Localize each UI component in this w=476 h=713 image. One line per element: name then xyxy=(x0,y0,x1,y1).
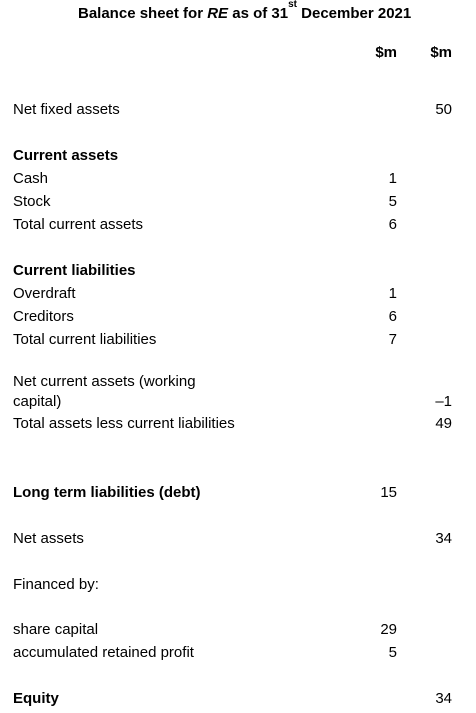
net-assets-value: 34 xyxy=(435,530,452,547)
title-superscript: st xyxy=(288,0,297,10)
stock-label: Stock xyxy=(13,193,51,210)
current-assets-heading: Current assets xyxy=(13,147,119,164)
creditors-value: 6 xyxy=(388,308,397,325)
total-assets-less-current-liabilities-label: Total assets less current liabilities xyxy=(13,415,235,432)
title-prefix: Balance sheet for xyxy=(78,5,208,22)
stock-value: 5 xyxy=(388,193,397,210)
document-title: Balance sheet for RE as of 31st December… xyxy=(78,0,412,23)
long-term-liabilities-value: 15 xyxy=(380,484,397,501)
share-capital-label: share capital xyxy=(13,621,99,638)
total-current-assets-label: Total current assets xyxy=(13,216,144,233)
overdraft-value: 1 xyxy=(388,285,397,302)
total-current-liabilities-label: Total current liabilities xyxy=(13,331,157,348)
cash-label: Cash xyxy=(13,170,49,187)
total-current-liabilities-value: 7 xyxy=(388,331,397,348)
creditors-label: Creditors xyxy=(13,308,74,325)
cash-value: 1 xyxy=(388,170,397,187)
total-current-assets-value: 6 xyxy=(388,216,397,233)
retained-profit-value: 5 xyxy=(388,644,397,661)
net-current-assets-label-line1: Net current assets (working xyxy=(13,373,196,390)
title-entity: RE xyxy=(207,5,229,22)
column-header-1: $m xyxy=(375,44,397,61)
net-assets-label: Net assets xyxy=(13,530,84,547)
column-header-2: $m xyxy=(430,44,452,61)
long-term-liabilities-label: Long term liabilities (debt) xyxy=(13,484,201,501)
net-current-assets-value: –1 xyxy=(435,393,452,410)
current-liabilities-heading: Current liabilities xyxy=(13,262,136,279)
share-capital-value: 29 xyxy=(380,621,397,638)
financed-by-label: Financed by: xyxy=(13,576,99,593)
equity-value: 34 xyxy=(435,690,452,707)
total-assets-less-current-liabilities-value: 49 xyxy=(435,415,452,432)
overdraft-label: Overdraft xyxy=(13,285,76,302)
equity-label: Equity xyxy=(13,690,59,707)
retained-profit-label: accumulated retained profit xyxy=(13,644,194,661)
net-fixed-assets-label: Net fixed assets xyxy=(13,101,120,118)
net-fixed-assets-value: 50 xyxy=(435,101,452,118)
title-middle: as of 31 xyxy=(228,5,289,22)
net-current-assets-label-line2: capital) xyxy=(13,393,62,410)
title-suffix: December 2021 xyxy=(297,5,412,22)
